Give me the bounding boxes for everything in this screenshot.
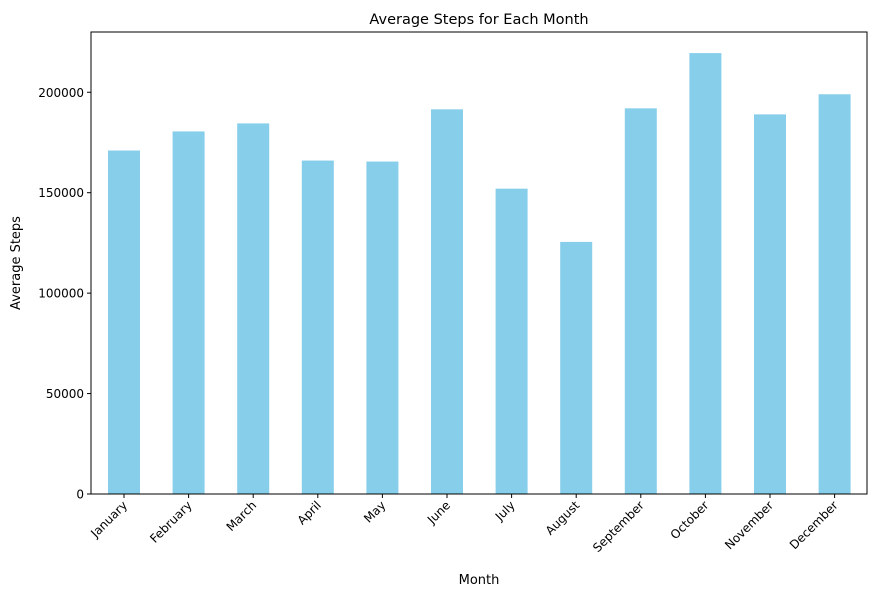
bar-october [689, 53, 722, 495]
x-tick-label-march: March [224, 498, 260, 534]
bars-group [108, 53, 851, 495]
x-tick-label-february: February [147, 498, 195, 546]
x-tick-label-september: September [590, 498, 647, 555]
y-axis: 0 50000 100000 150000 200000 [38, 86, 91, 502]
x-tick-label-april: April [295, 498, 324, 527]
x-axis-label: Month [459, 573, 500, 588]
bar-july [495, 188, 528, 494]
x-tick-label-october: October [668, 498, 712, 542]
y-tick-label-100000: 100000 [38, 287, 84, 301]
plot-area-frame [90, 31, 868, 495]
bar-march [237, 123, 270, 495]
y-tick-label-200000: 200000 [38, 86, 84, 100]
x-tick-label-november: November [722, 498, 776, 552]
bar-june [431, 109, 463, 494]
y-tick-label-0: 0 [76, 488, 84, 502]
bar-february [172, 131, 205, 494]
bar-may [366, 161, 399, 494]
x-tick-label-january: January [87, 498, 130, 541]
bar-november [754, 114, 786, 495]
x-tick-label-august: August [543, 498, 583, 538]
x-tick-label-december: December [787, 498, 841, 552]
chart-title: Average Steps for Each Month [369, 12, 588, 28]
x-tick-label-may: May [361, 498, 388, 525]
bar-january [108, 150, 140, 494]
y-tick-label-50000: 50000 [46, 387, 84, 401]
bar-september [624, 108, 657, 494]
x-tick-label-june: June [424, 498, 453, 527]
bar-august [560, 241, 593, 494]
bar-december [818, 94, 851, 495]
y-axis-label: Average Steps [9, 216, 24, 310]
x-axis: January February March April May June July Augu… [87, 494, 841, 555]
y-tick-label-150000: 150000 [38, 186, 84, 200]
x-tick-label-july: July [492, 498, 518, 524]
bar-april [301, 160, 334, 494]
